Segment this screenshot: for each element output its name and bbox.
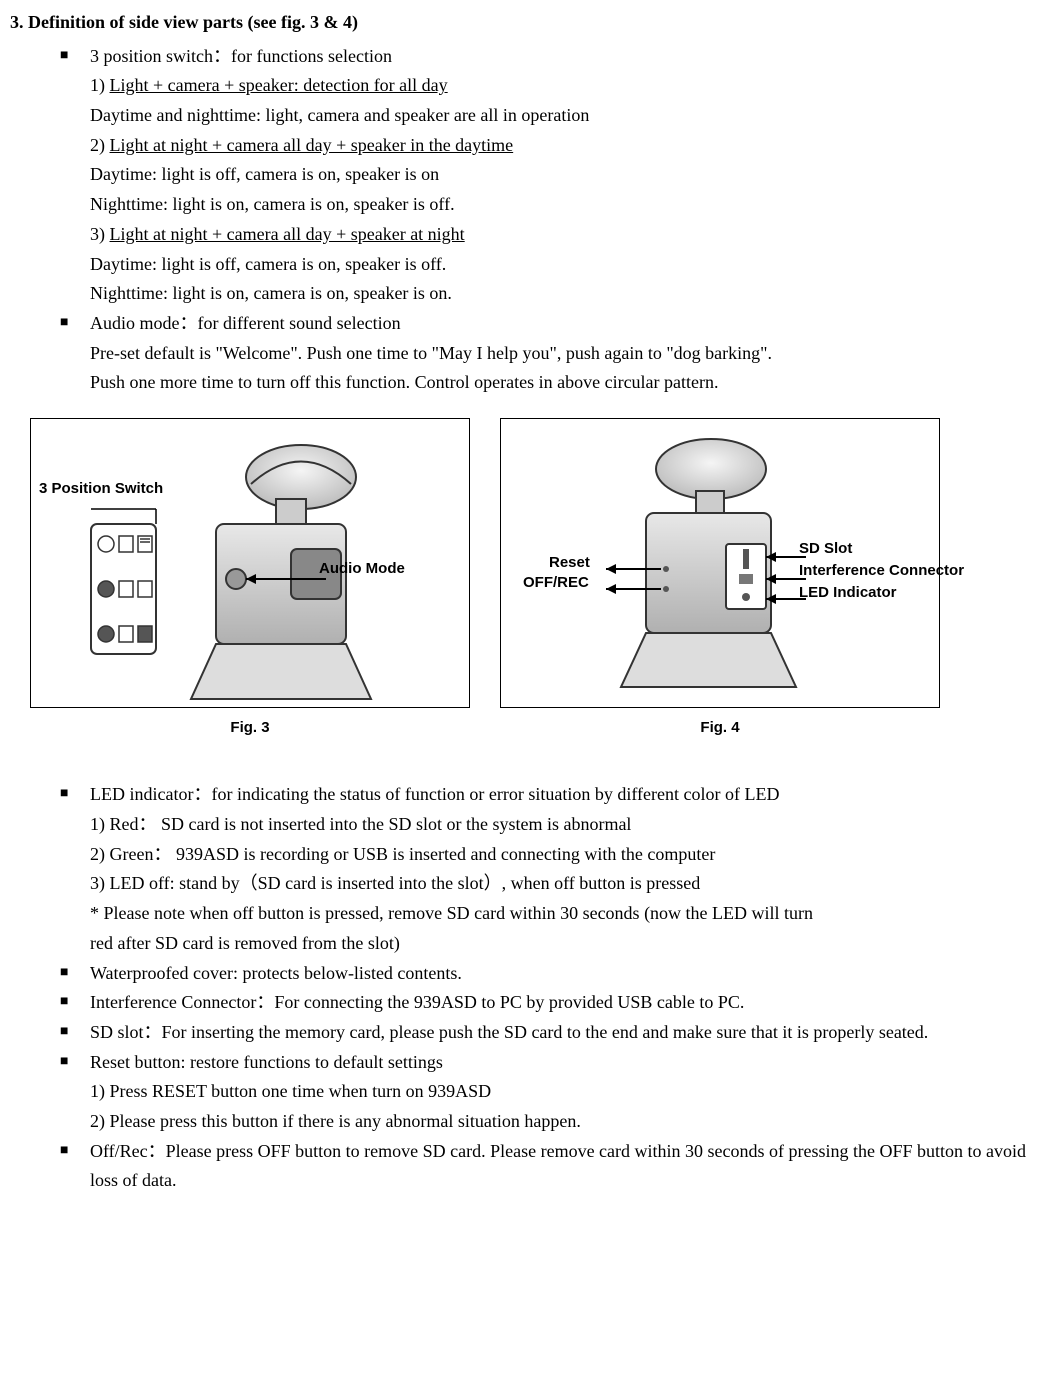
- list-item: 3 position switch：for functions selectio…: [60, 42, 1032, 309]
- sub-line: Daytime: light is off, camera is on, spe…: [90, 250, 1032, 280]
- label-audio-mode: Audio Mode: [319, 557, 405, 582]
- sub-line: 3) Light at night + camera all day + spe…: [90, 220, 1032, 250]
- sub-line: Daytime: light is off, camera is on, spe…: [90, 160, 1032, 190]
- sub-line: Pre-set default is "Welcome". Push one t…: [90, 339, 1032, 369]
- figure-3-box: 3 Position Switch Audio Mode: [30, 418, 470, 708]
- label-led-indicator: LED Indicator: [799, 581, 897, 606]
- figure-4-box: Reset OFF/REC SD Slot Interference Conne…: [500, 418, 940, 708]
- sub-line: 1) Red： SD card is not inserted into the…: [90, 810, 1032, 840]
- sub-line: Daytime and nighttime: light, camera and…: [90, 101, 1032, 131]
- sub-line: 1) Light + camera + speaker: detection f…: [90, 71, 1032, 101]
- sub-line: Nighttime: light is on, camera is on, sp…: [90, 279, 1032, 309]
- item-head: Audio mode：for different sound selection: [90, 313, 401, 333]
- bullet-list-bottom: LED indicator：for indicating the status …: [60, 780, 1032, 1196]
- section-title: 3. Definition of side view parts (see fi…: [10, 8, 1032, 38]
- figure-4-caption: Fig. 4: [700, 716, 739, 741]
- item-head: Reset button: restore functions to defau…: [90, 1052, 443, 1072]
- figures-row: 3 Position Switch Audio Mode: [30, 418, 1032, 741]
- item-head: LED indicator：for indicating the status …: [90, 784, 779, 804]
- list-item: Off/Rec：Please press OFF button to remov…: [60, 1137, 1032, 1196]
- sub-line: 1) Press RESET button one time when turn…: [90, 1077, 1032, 1107]
- item-head: Off/Rec：Please press OFF button to remov…: [90, 1141, 1026, 1191]
- list-item: Audio mode：for different sound selection…: [60, 309, 1032, 398]
- label-3-position-switch: 3 Position Switch: [39, 477, 163, 502]
- sub-line: 3) LED off: stand by（SD card is inserted…: [90, 869, 1032, 899]
- figure-4: Reset OFF/REC SD Slot Interference Conne…: [500, 418, 940, 741]
- sub-line: 2) Please press this button if there is …: [90, 1107, 1032, 1137]
- sub-line: 2) Green： 939ASD is recording or USB is …: [90, 840, 1032, 870]
- sub-line: 2) Light at night + camera all day + spe…: [90, 131, 1032, 161]
- list-item: Reset button: restore functions to defau…: [60, 1048, 1032, 1137]
- sub-line: * Please note when off button is pressed…: [90, 899, 1032, 929]
- item-head: 3 position switch：for functions selectio…: [90, 46, 392, 66]
- sub-line: Push one more time to turn off this func…: [90, 368, 1032, 398]
- bullet-list-top: 3 position switch：for functions selectio…: [60, 42, 1032, 398]
- item-head: Waterproofed cover: protects below-liste…: [90, 963, 462, 983]
- figure-3-svg: [41, 429, 479, 717]
- list-item: Waterproofed cover: protects below-liste…: [60, 959, 1032, 989]
- item-head: SD slot：For inserting the memory card, p…: [90, 1022, 928, 1042]
- label-offrec: OFF/REC: [523, 571, 589, 596]
- item-head: Interference Connector：For connecting th…: [90, 992, 744, 1012]
- figure-3: 3 Position Switch Audio Mode: [30, 418, 470, 741]
- sub-line: red after SD card is removed from the sl…: [90, 929, 1032, 959]
- list-item: LED indicator：for indicating the status …: [60, 780, 1032, 958]
- list-item: Interference Connector：For connecting th…: [60, 988, 1032, 1018]
- figure-3-caption: Fig. 3: [230, 716, 269, 741]
- sub-line: Nighttime: light is on, camera is on, sp…: [90, 190, 1032, 220]
- list-item: SD slot：For inserting the memory card, p…: [60, 1018, 1032, 1048]
